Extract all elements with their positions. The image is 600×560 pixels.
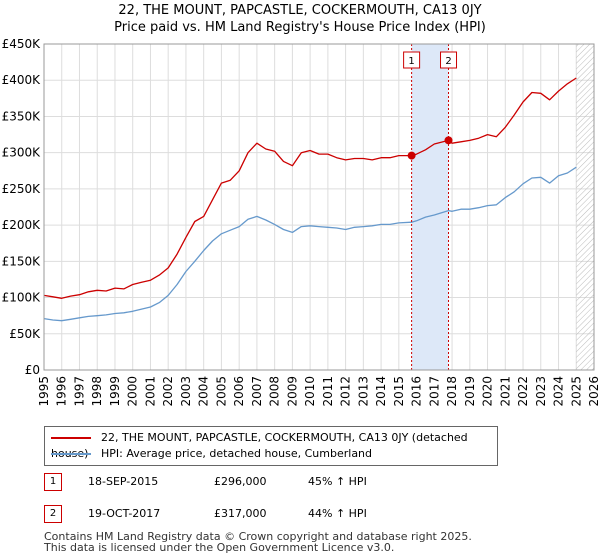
marker-badge-label: 1 bbox=[408, 56, 414, 67]
x-tick-label: 2001 bbox=[143, 376, 157, 407]
x-tick-label: 2011 bbox=[321, 376, 335, 407]
marker-badge bbox=[440, 51, 458, 69]
legend-label-hpi: HPI: Average price, detached house, Cumb… bbox=[101, 447, 373, 460]
transaction-row: 1 18-SEP-2015 £296,000 45% ↑ HPI bbox=[44, 473, 564, 491]
forecast-hatch-region bbox=[576, 44, 594, 370]
x-tick-label: 2023 bbox=[534, 376, 548, 407]
transaction-point bbox=[444, 136, 453, 145]
y-tick-label: £0 bbox=[25, 363, 40, 377]
transaction-point bbox=[407, 151, 416, 160]
x-tick-label: 1995 bbox=[37, 376, 51, 407]
x-tick-label: 2018 bbox=[445, 376, 459, 407]
y-tick-label: £250K bbox=[2, 182, 42, 196]
hpi-series-line bbox=[43, 166, 577, 322]
x-tick-label: 2005 bbox=[214, 376, 228, 407]
x-tick-label: 2016 bbox=[410, 376, 424, 407]
transaction-badge: 2 bbox=[44, 505, 62, 523]
x-tick-label: 2004 bbox=[197, 376, 211, 407]
footer-copyright: Contains HM Land Registry data © Crown c… bbox=[44, 530, 472, 543]
grid bbox=[43, 43, 595, 371]
series-lines bbox=[43, 77, 577, 322]
marker-badge-label: 2 bbox=[445, 56, 451, 67]
x-tick-label: 2002 bbox=[161, 376, 175, 407]
x-tick-label: 2003 bbox=[179, 376, 193, 407]
plot-area bbox=[44, 44, 594, 370]
x-tick-label: 2017 bbox=[427, 376, 441, 407]
x-tick-label: 2014 bbox=[374, 376, 388, 407]
x-tick-label: 1996 bbox=[55, 376, 69, 407]
transaction-row: 2 19-OCT-2017 £317,000 44% ↑ HPI bbox=[44, 505, 564, 523]
axes: £0 £50K £100K £150K £200K £250K £300K £350K £400… bbox=[2, 37, 600, 407]
y-tick-label: £350K bbox=[2, 109, 42, 123]
x-tick-label: 2000 bbox=[126, 376, 140, 407]
x-tick-label: 2015 bbox=[392, 376, 406, 407]
x-tick-label: 2010 bbox=[303, 376, 317, 407]
x-tick-label: 2021 bbox=[498, 376, 512, 407]
chart-subtitle: Price paid vs. HM Land Registry's House … bbox=[114, 20, 486, 35]
x-tick-label: 2012 bbox=[339, 376, 353, 407]
x-tick-label: 2006 bbox=[232, 376, 246, 407]
x-tick-label: 2013 bbox=[356, 376, 370, 407]
footer-license: This data is licensed under the Open Gov… bbox=[44, 541, 395, 554]
y-tick-label: £450K bbox=[2, 37, 42, 51]
x-tick-label: 2024 bbox=[552, 376, 566, 407]
property-series-line bbox=[43, 77, 577, 299]
y-tick-label: £400K bbox=[2, 73, 42, 87]
shaded-regions bbox=[411, 44, 594, 370]
x-tick-label: 2020 bbox=[481, 376, 495, 407]
x-tick-label: 2022 bbox=[516, 376, 530, 407]
transaction-date: 18-SEP-2015 bbox=[88, 475, 159, 488]
y-tick-label: £150K bbox=[2, 254, 42, 268]
legend: 22, THE MOUNT, PAPCASTLE, COCKERMOUTH, C… bbox=[44, 426, 498, 466]
x-tick-label: 2025 bbox=[569, 376, 583, 407]
x-tick-label: 2007 bbox=[250, 376, 264, 407]
legend-swatch-property bbox=[51, 437, 91, 439]
legend-label-property: 22, THE MOUNT, PAPCASTLE, COCKERMOUTH, C… bbox=[51, 431, 468, 460]
x-tick-label: 2026 bbox=[587, 376, 600, 407]
chart-title: 22, THE MOUNT, PAPCASTLE, COCKERMOUTH, C… bbox=[118, 3, 482, 18]
legend-item-hpi: HPI: Average price, detached house, Cumb… bbox=[51, 446, 372, 462]
transaction-price: £296,000 bbox=[214, 475, 267, 488]
y-tick-label: £200K bbox=[2, 218, 42, 232]
x-tick-label: 1999 bbox=[108, 376, 122, 407]
transaction-badge: 1 bbox=[44, 473, 62, 491]
legend-item-property: 22, THE MOUNT, PAPCASTLE, COCKERMOUTH, C… bbox=[51, 430, 497, 460]
y-tick-label: £50K bbox=[9, 327, 41, 341]
x-tick-label: 2009 bbox=[285, 376, 299, 407]
transaction-hpi-change: 44% ↑ HPI bbox=[308, 507, 367, 520]
transaction-period-shade bbox=[411, 44, 449, 370]
x-tick-label: 2019 bbox=[463, 376, 477, 407]
y-tick-label: £100K bbox=[2, 291, 42, 305]
x-tick-label: 2008 bbox=[268, 376, 282, 407]
plot-frame bbox=[43, 43, 595, 371]
transaction-hpi-change: 45% ↑ HPI bbox=[308, 475, 367, 488]
legend-swatch-hpi bbox=[51, 453, 91, 455]
x-tick-label: 1998 bbox=[90, 376, 104, 407]
transaction-date: 19-OCT-2017 bbox=[88, 507, 161, 520]
transaction-price: £317,000 bbox=[214, 507, 267, 520]
marker-badge bbox=[403, 51, 421, 69]
y-tick-label: £300K bbox=[2, 146, 42, 160]
x-tick-label: 1997 bbox=[72, 376, 86, 407]
